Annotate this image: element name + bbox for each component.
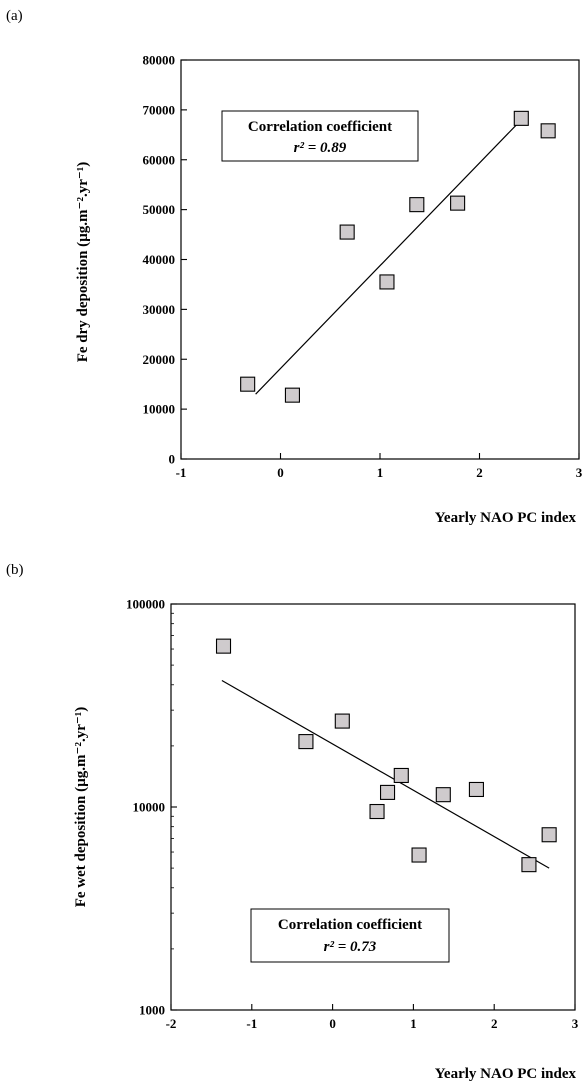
- panel-a-y-tick-label: 70000: [143, 102, 176, 117]
- panel-b-x-tick-label: 1: [410, 1016, 417, 1031]
- panel-a-x-ticks: -1 0 1 2 3: [176, 453, 583, 480]
- panel-a-x-tick-label: 3: [576, 465, 583, 480]
- panel-b-label: (b): [6, 562, 24, 578]
- panel-b-y-axis-label: Fe wet deposition (µg.m⁻².yr⁻¹): [73, 707, 89, 908]
- panel-a-y-axis-label: Fe dry deposition (µg.m⁻².yr⁻¹): [75, 162, 91, 363]
- panel-b-points: [215, 638, 557, 873]
- panel-b-y-ticks: 1000 10000 100000: [126, 597, 177, 1018]
- panel-b-data-point: [541, 827, 557, 843]
- panel-a-data-point: [540, 123, 556, 139]
- panel-b-data-point: [215, 638, 232, 654]
- panel-a-annotation-frame: [221, 110, 419, 162]
- panel-a-x-tick-label: 2: [476, 465, 483, 480]
- panel-b-x-tick-label: 0: [329, 1016, 336, 1031]
- panel-b-y-tick-label: 10000: [133, 800, 166, 815]
- panel-b: (b) 1000 10000 100000 -2 -1 0 1 2 3 Correlation…: [6, 562, 579, 1082]
- panel-a-data-point: [339, 224, 355, 240]
- panel-b-data-point: [379, 784, 396, 800]
- panel-a-y-tick-label: 20000: [143, 352, 176, 367]
- panel-b-data-point: [298, 734, 314, 750]
- panel-a: (a) 0 10000 20000 30000 40000 50000 60000 70000…: [6, 8, 583, 526]
- panel-a-points: [240, 110, 556, 403]
- panel-a-y-tick-label: 80000: [143, 53, 176, 68]
- panel-b-annotation-value: r² = 0.73: [324, 939, 377, 955]
- panel-b-data-point: [334, 713, 350, 729]
- panel-a-data-point: [409, 197, 425, 213]
- panel-b-data-point: [411, 847, 427, 863]
- panel-a-label: (a): [6, 8, 23, 24]
- panel-b-data-point: [435, 787, 451, 803]
- panel-b-x-tick-label: 2: [491, 1016, 498, 1031]
- panel-b-y-tick-label: 100000: [126, 597, 165, 612]
- panel-a-data-point: [513, 110, 529, 126]
- panel-b-data-point: [468, 781, 484, 798]
- panel-a-x-tick-label: -1: [176, 465, 187, 480]
- panel-a-y-tick-label: 10000: [143, 402, 176, 417]
- panel-b-x-tick-label: 3: [572, 1016, 579, 1031]
- panel-a-fit-line: [255, 119, 522, 395]
- panel-b-fit-line: [221, 679, 550, 869]
- panel-a-annotation-box: Correlation coefficient r² = 0.89: [221, 110, 419, 162]
- panel-a-y-tick-label: 30000: [143, 302, 176, 317]
- panel-b-x-tick-label: -2: [166, 1016, 177, 1031]
- panel-a-y-tick-label: 60000: [143, 152, 176, 167]
- panel-b-data-point: [393, 767, 409, 784]
- panel-b-data-point: [521, 857, 537, 873]
- panel-a-y-tick-label: 40000: [143, 252, 176, 267]
- panel-b-annotation-title: Correlation coefficient: [278, 917, 422, 933]
- panel-b-annotation-box: Correlation coefficient r² = 0.73: [250, 908, 450, 963]
- panel-b-y-tick-label: 1000: [139, 1003, 165, 1018]
- panel-a-x-axis-label: Yearly NAO PC index: [435, 510, 577, 526]
- panel-a-y-tick-label: 50000: [143, 202, 176, 217]
- panel-a-y-tick-label: 0: [169, 452, 176, 467]
- panel-a-x-tick-label: 1: [377, 465, 384, 480]
- panel-b-x-axis-label: Yearly NAO PC index: [435, 1066, 577, 1082]
- panel-a-data-point: [379, 274, 395, 290]
- panel-a-annotation-value: r² = 0.89: [294, 140, 347, 156]
- panel-a-data-point: [284, 387, 300, 403]
- panel-b-annotation-frame: [250, 908, 450, 963]
- panel-a-data-point: [450, 195, 466, 211]
- panel-a-x-tick-label: 0: [277, 465, 284, 480]
- panel-a-y-ticks: 0 10000 20000 30000 40000 50000 60000 70000 8000…: [143, 53, 187, 467]
- panel-b-x-ticks: -2 -1 0 1 2 3: [166, 1004, 579, 1031]
- panel-a-data-point: [240, 376, 256, 392]
- panel-b-data-point: [369, 803, 385, 820]
- panel-b-x-tick-label: -1: [246, 1016, 257, 1031]
- panel-a-annotation-title: Correlation coefficient: [248, 119, 392, 135]
